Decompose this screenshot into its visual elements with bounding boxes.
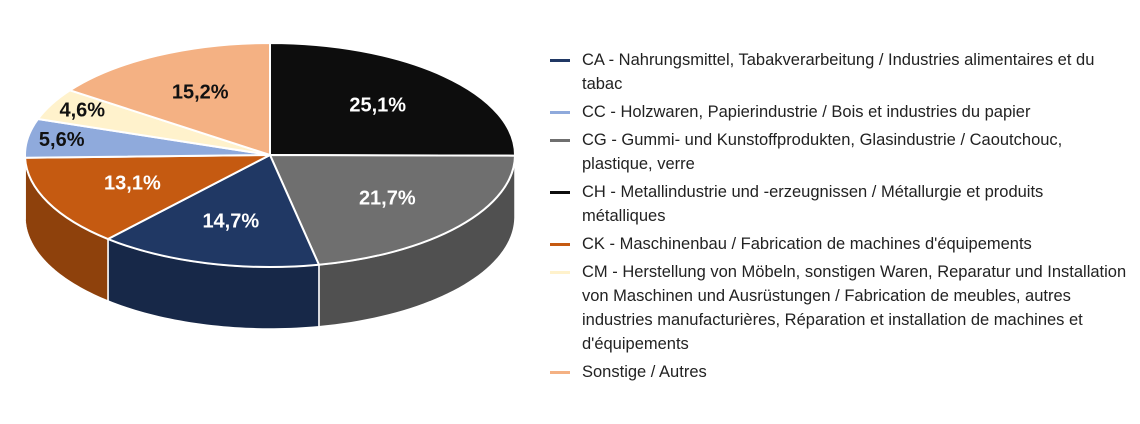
chart-legend: CA - Nahrungsmittel, Tabakverarbeitung /…: [548, 48, 1128, 388]
legend-label: CA - Nahrungsmittel, Tabakverarbeitung /…: [582, 51, 1095, 93]
legend-label: CH - Metallindustrie und -erzeugnissen /…: [582, 183, 1044, 225]
legend-item: CG - Gummi- und Kunstoffprodukten, Glasi…: [548, 128, 1128, 176]
pie-slice-0: [269, 42, 517, 157]
legend-swatch: [550, 139, 570, 142]
legend-item: CC - Holzwaren, Papierindustrie / Bois e…: [548, 100, 1128, 124]
legend-swatch: [550, 371, 570, 374]
legend-swatch: [550, 243, 570, 246]
slice-label-1: 21,7%: [359, 187, 416, 209]
legend-swatch: [550, 271, 570, 274]
slice-label-4: 5,6%: [39, 129, 85, 151]
legend-swatch: [550, 191, 570, 194]
legend-swatch: [550, 111, 570, 114]
pie-chart: 25,1% 21,7% 14,7% 13,1% 5,6% 4,6% 15,2%: [24, 42, 517, 330]
legend-label: Sonstige / Autres: [582, 363, 707, 381]
legend-label: CM - Herstellung von Möbeln, sonstigen W…: [582, 263, 1127, 353]
pie-tops: [24, 42, 517, 268]
legend-item: CM - Herstellung von Möbeln, sonstigen W…: [548, 260, 1128, 356]
legend-item: Sonstige / Autres: [548, 360, 1128, 384]
pie-slice-1: [269, 154, 516, 266]
legend-item: CK - Maschinenbau / Fabrication de machi…: [548, 232, 1128, 256]
legend-label: CG - Gummi- und Kunstoffprodukten, Glasi…: [582, 131, 1063, 173]
slice-label-5: 4,6%: [60, 100, 106, 122]
legend-swatch: [550, 59, 570, 62]
pie-slice-2: [106, 154, 320, 268]
slice-label-0: 25,1%: [349, 94, 406, 116]
slice-label-2: 14,7%: [202, 210, 259, 232]
pie-slice-3: [24, 154, 271, 241]
slice-label-6: 15,2%: [172, 82, 229, 104]
legend-label: CC - Holzwaren, Papierindustrie / Bois e…: [582, 103, 1031, 121]
legend-item: CH - Metallindustrie und -erzeugnissen /…: [548, 180, 1128, 228]
legend-label: CK - Maschinenbau / Fabrication de machi…: [582, 235, 1032, 253]
pie-sides: [24, 155, 516, 330]
legend-item: CA - Nahrungsmittel, Tabakverarbeitung /…: [548, 48, 1128, 96]
slice-label-3: 13,1%: [104, 173, 161, 195]
pie-labels: 25,1% 21,7% 14,7% 13,1% 5,6% 4,6% 15,2%: [39, 82, 416, 233]
pie-slice-6: [69, 42, 271, 156]
